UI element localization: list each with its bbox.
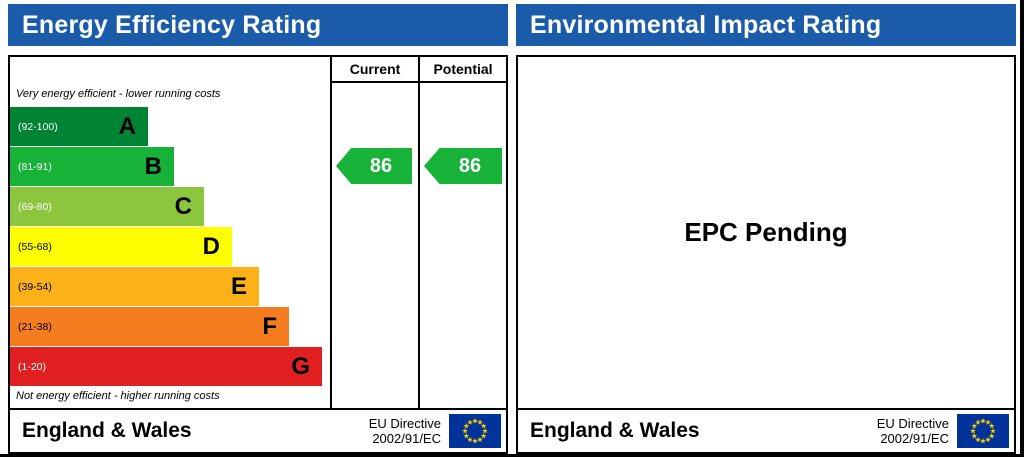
band-e-range: (39-54) bbox=[18, 280, 52, 293]
current-column-divider bbox=[330, 57, 332, 408]
band-a: (92-100) A bbox=[10, 107, 148, 146]
band-g-range: (1-20) bbox=[18, 360, 47, 373]
band-list: (92-100) A (81-91) B (69-80) C (55-68) D… bbox=[10, 105, 330, 386]
eu-flag-icon bbox=[957, 414, 1009, 448]
band-f-letter: F bbox=[262, 312, 277, 340]
eu-directive-line2: 2002/91/EC bbox=[372, 431, 441, 446]
current-rating-arrow: 86 bbox=[336, 148, 412, 184]
current-column-header: Current bbox=[332, 57, 418, 83]
band-b-letter: B bbox=[144, 152, 162, 180]
eu-directive-text: EU Directive 2002/91/EC bbox=[877, 416, 949, 446]
bottom-note: Not energy efficient - higher running co… bbox=[16, 390, 220, 402]
top-note: Very energy efficient - lower running co… bbox=[16, 88, 221, 100]
region-label: England & Wales bbox=[530, 419, 700, 442]
band-f: (21-38) F bbox=[10, 307, 289, 346]
region-label: England & Wales bbox=[22, 419, 192, 442]
band-g-letter: G bbox=[291, 352, 310, 380]
left-footer: England & Wales EU Directive 2002/91/EC bbox=[8, 408, 508, 454]
potential-column-header: Potential bbox=[420, 57, 506, 83]
band-b: (81-91) B bbox=[10, 147, 174, 186]
eu-directive-line1: EU Directive bbox=[876, 416, 949, 431]
band-c-range: (69-80) bbox=[18, 200, 52, 213]
band-d-letter: D bbox=[202, 232, 220, 260]
potential-column-divider bbox=[418, 57, 420, 408]
band-c: (69-80) C bbox=[10, 187, 204, 226]
eu-directive-text: EU Directive 2002/91/EC bbox=[369, 416, 441, 446]
epc-pending-message: EPC Pending bbox=[684, 217, 848, 247]
band-e: (39-54) E bbox=[10, 267, 259, 306]
band-a-letter: A bbox=[118, 112, 136, 140]
band-b-range: (81-91) bbox=[18, 160, 52, 173]
potential-rating-arrow: 86 bbox=[424, 148, 502, 184]
bands-area: Very energy efficient - lower running co… bbox=[10, 83, 330, 408]
environmental-impact-panel: EPC Pending bbox=[516, 55, 1016, 410]
energy-rating-chart: Current Potential Very energy efficient … bbox=[8, 55, 508, 410]
energy-rating-title: Energy Efficiency Rating bbox=[8, 4, 508, 46]
eu-directive-line2: 2002/91/EC bbox=[880, 431, 949, 446]
band-a-range: (92-100) bbox=[18, 120, 58, 133]
right-footer: England & Wales EU Directive 2002/91/EC bbox=[516, 408, 1016, 454]
band-d: (55-68) D bbox=[10, 227, 232, 266]
eu-directive-line1: EU Directive bbox=[368, 416, 441, 431]
band-e-letter: E bbox=[230, 272, 247, 300]
environmental-rating-title: Environmental Impact Rating bbox=[516, 4, 1016, 46]
band-f-range: (21-38) bbox=[18, 320, 52, 333]
band-g: (1-20) G bbox=[10, 347, 322, 386]
band-c-letter: C bbox=[174, 192, 192, 220]
potential-rating-value: 86 bbox=[458, 154, 482, 177]
current-rating-value: 86 bbox=[369, 154, 393, 177]
eu-flag-icon bbox=[449, 414, 501, 448]
band-d-range: (55-68) bbox=[18, 240, 52, 253]
